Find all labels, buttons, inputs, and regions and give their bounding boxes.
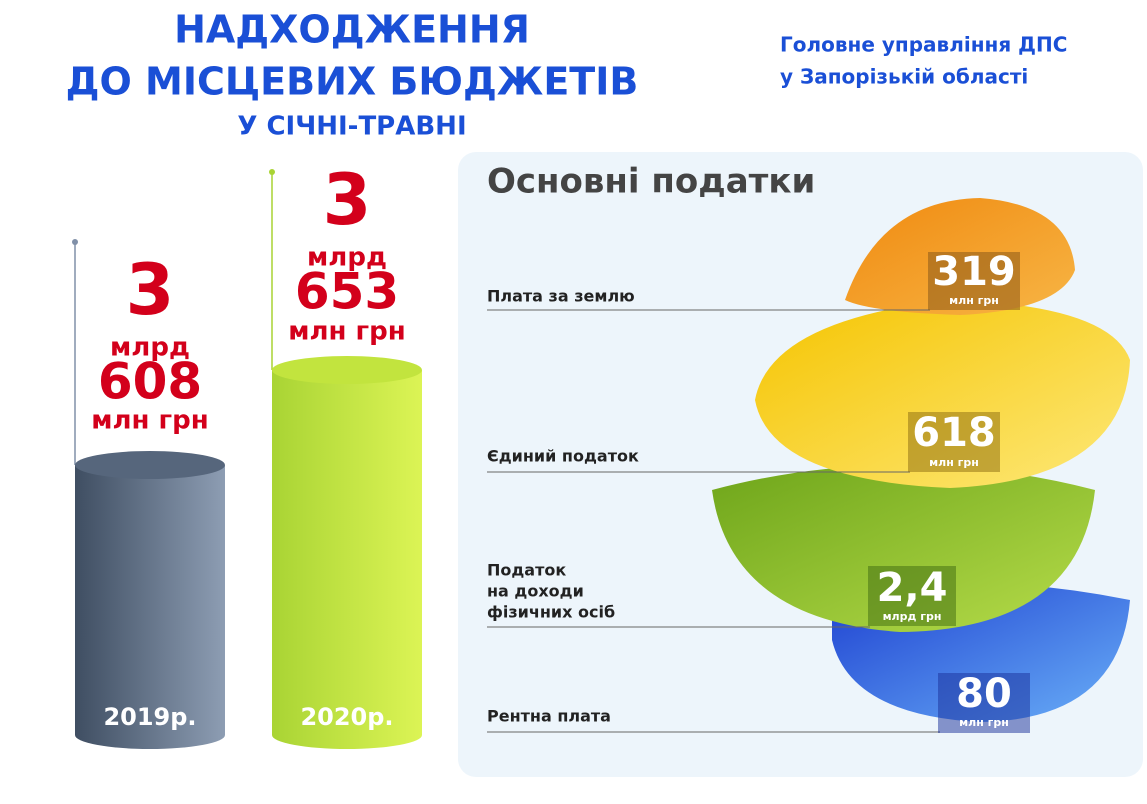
unit: млн грн xyxy=(288,317,405,347)
cylinder-top xyxy=(272,356,422,384)
tax-name: на доходи xyxy=(487,582,584,601)
value-box xyxy=(938,673,1030,733)
panel-title: Основні податки xyxy=(487,162,815,202)
tax-unit: млрд грн xyxy=(883,610,942,623)
title: У СІЧНІ-ТРАВНІ xyxy=(237,112,466,142)
tax-name: фізичних осіб xyxy=(487,603,615,622)
cylinder xyxy=(272,370,422,749)
unit: млрд xyxy=(110,333,190,363)
shape xyxy=(712,465,1095,632)
unit: млн грн xyxy=(91,406,208,436)
tax-unit: млн грн xyxy=(929,456,979,469)
value: 3 xyxy=(126,249,175,331)
value: 653 xyxy=(295,263,399,321)
unit: млрд xyxy=(307,243,387,273)
tax-value: 2,4 xyxy=(877,565,948,611)
organization: у Запорізькій області xyxy=(780,65,1028,89)
tax-name: Податок xyxy=(487,561,566,580)
tax-value: 80 xyxy=(956,671,1012,717)
tax-name: Єдиний податок xyxy=(487,447,639,466)
tax-value: 319 xyxy=(932,249,1016,295)
year: 2020р. xyxy=(300,703,393,731)
tax-value: 618 xyxy=(912,410,996,456)
tax-name: Плата за землю xyxy=(487,287,635,306)
value-box xyxy=(908,412,1000,472)
tax-name: Рентна плата xyxy=(487,707,611,726)
organization: Головне управління ДПС xyxy=(780,33,1067,57)
dot xyxy=(72,239,78,245)
shape xyxy=(755,300,1130,488)
tax-unit: млн грн xyxy=(949,294,999,307)
cylinder xyxy=(75,465,225,749)
value-box xyxy=(868,566,956,626)
year: 2019р. xyxy=(103,703,196,731)
value-box xyxy=(928,252,1020,310)
title: ДО МІСЦЕВИХ БЮДЖЕТІВ xyxy=(66,60,639,104)
value: 3 xyxy=(323,159,372,241)
title: НАДХОДЖЕННЯ xyxy=(174,8,530,52)
cylinder-top xyxy=(75,451,225,479)
value: 608 xyxy=(98,353,202,411)
dot xyxy=(269,169,275,175)
tax-unit: млн грн xyxy=(959,716,1009,729)
